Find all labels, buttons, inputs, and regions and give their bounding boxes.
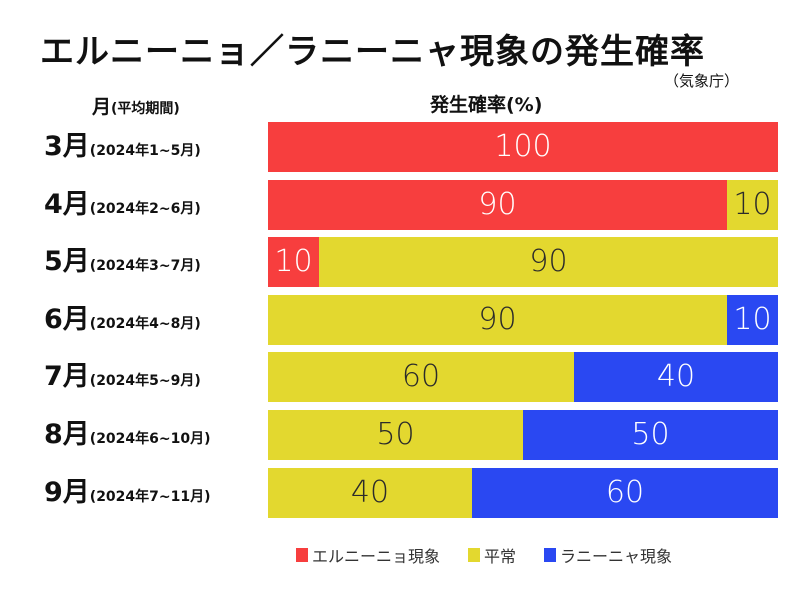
- row-month: 5月: [44, 246, 90, 278]
- row-period: (2024年4~8月): [89, 315, 201, 332]
- source-note: （気象庁）: [664, 72, 740, 90]
- row-month: 7月: [44, 361, 90, 393]
- y-axis-header-main: 月: [92, 96, 112, 118]
- row-label: 7月(2024年5~9月): [44, 352, 201, 402]
- bar-segment: 10: [727, 294, 778, 345]
- bar-segment: 50: [268, 410, 523, 460]
- y-axis-header-sub: (平均期間): [111, 101, 180, 117]
- bar-segment: 90: [268, 294, 727, 345]
- legend-swatch: [544, 548, 557, 562]
- row-month: 4月: [44, 188, 90, 220]
- legend-label: エルニーニョ現象: [312, 547, 441, 566]
- row-period: (2024年1~5月): [89, 143, 201, 159]
- row-label: 8月(2024年6~10月): [44, 410, 211, 460]
- bar-segment: 90: [319, 237, 778, 288]
- y-axis-header: 月(平均期間): [92, 92, 180, 119]
- row-period: (2024年3~7月): [89, 258, 201, 275]
- bar-segment: 40: [574, 352, 778, 403]
- row-period: (2024年2~6月): [89, 200, 201, 217]
- legend-item: エルニーニョ現象: [296, 543, 440, 567]
- row-period: (2024年7~11月): [89, 488, 211, 505]
- bar-segment: 10: [268, 237, 319, 288]
- legend: エルニーニョ現象 平常 ラニーニャ現象: [296, 543, 700, 567]
- row-label: 6月(2024年4~8月): [44, 295, 201, 345]
- row-period: (2024年5~9月): [89, 373, 201, 390]
- row-month: 9月: [44, 476, 90, 508]
- legend-item: ラニーニャ現象: [544, 543, 672, 567]
- bar-segment: 40: [268, 467, 472, 518]
- bar-segment: 10: [727, 179, 778, 230]
- legend-swatch: [468, 548, 481, 562]
- bar-segment: 60: [472, 467, 778, 518]
- chart-title: エルニーニョ／ラニーニャ現象の発生確率: [40, 32, 705, 72]
- bar-segment: 100: [268, 122, 778, 172]
- row-month: 8月: [44, 419, 90, 450]
- bar-segment: 90: [268, 179, 727, 230]
- row-period: (2024年6~10月): [89, 431, 211, 447]
- legend-label: ラニーニャ現象: [560, 547, 673, 566]
- row-label: 4月(2024年2~6月): [44, 180, 201, 230]
- row-label: 5月(2024年3~7月): [44, 237, 201, 287]
- row-label: 3月(2024年1~5月): [44, 122, 201, 172]
- legend-swatch: [296, 548, 308, 562]
- legend-item: 平常: [468, 543, 516, 567]
- row-month: 3月: [44, 131, 90, 162]
- legend-label: 平常: [484, 547, 517, 566]
- x-axis-label: 発生確率(%): [430, 94, 543, 116]
- bar-segment: 50: [523, 410, 778, 460]
- row-month: 6月: [44, 303, 90, 335]
- bar-segment: 60: [268, 352, 574, 403]
- row-label: 9月(2024年7~11月): [44, 468, 211, 518]
